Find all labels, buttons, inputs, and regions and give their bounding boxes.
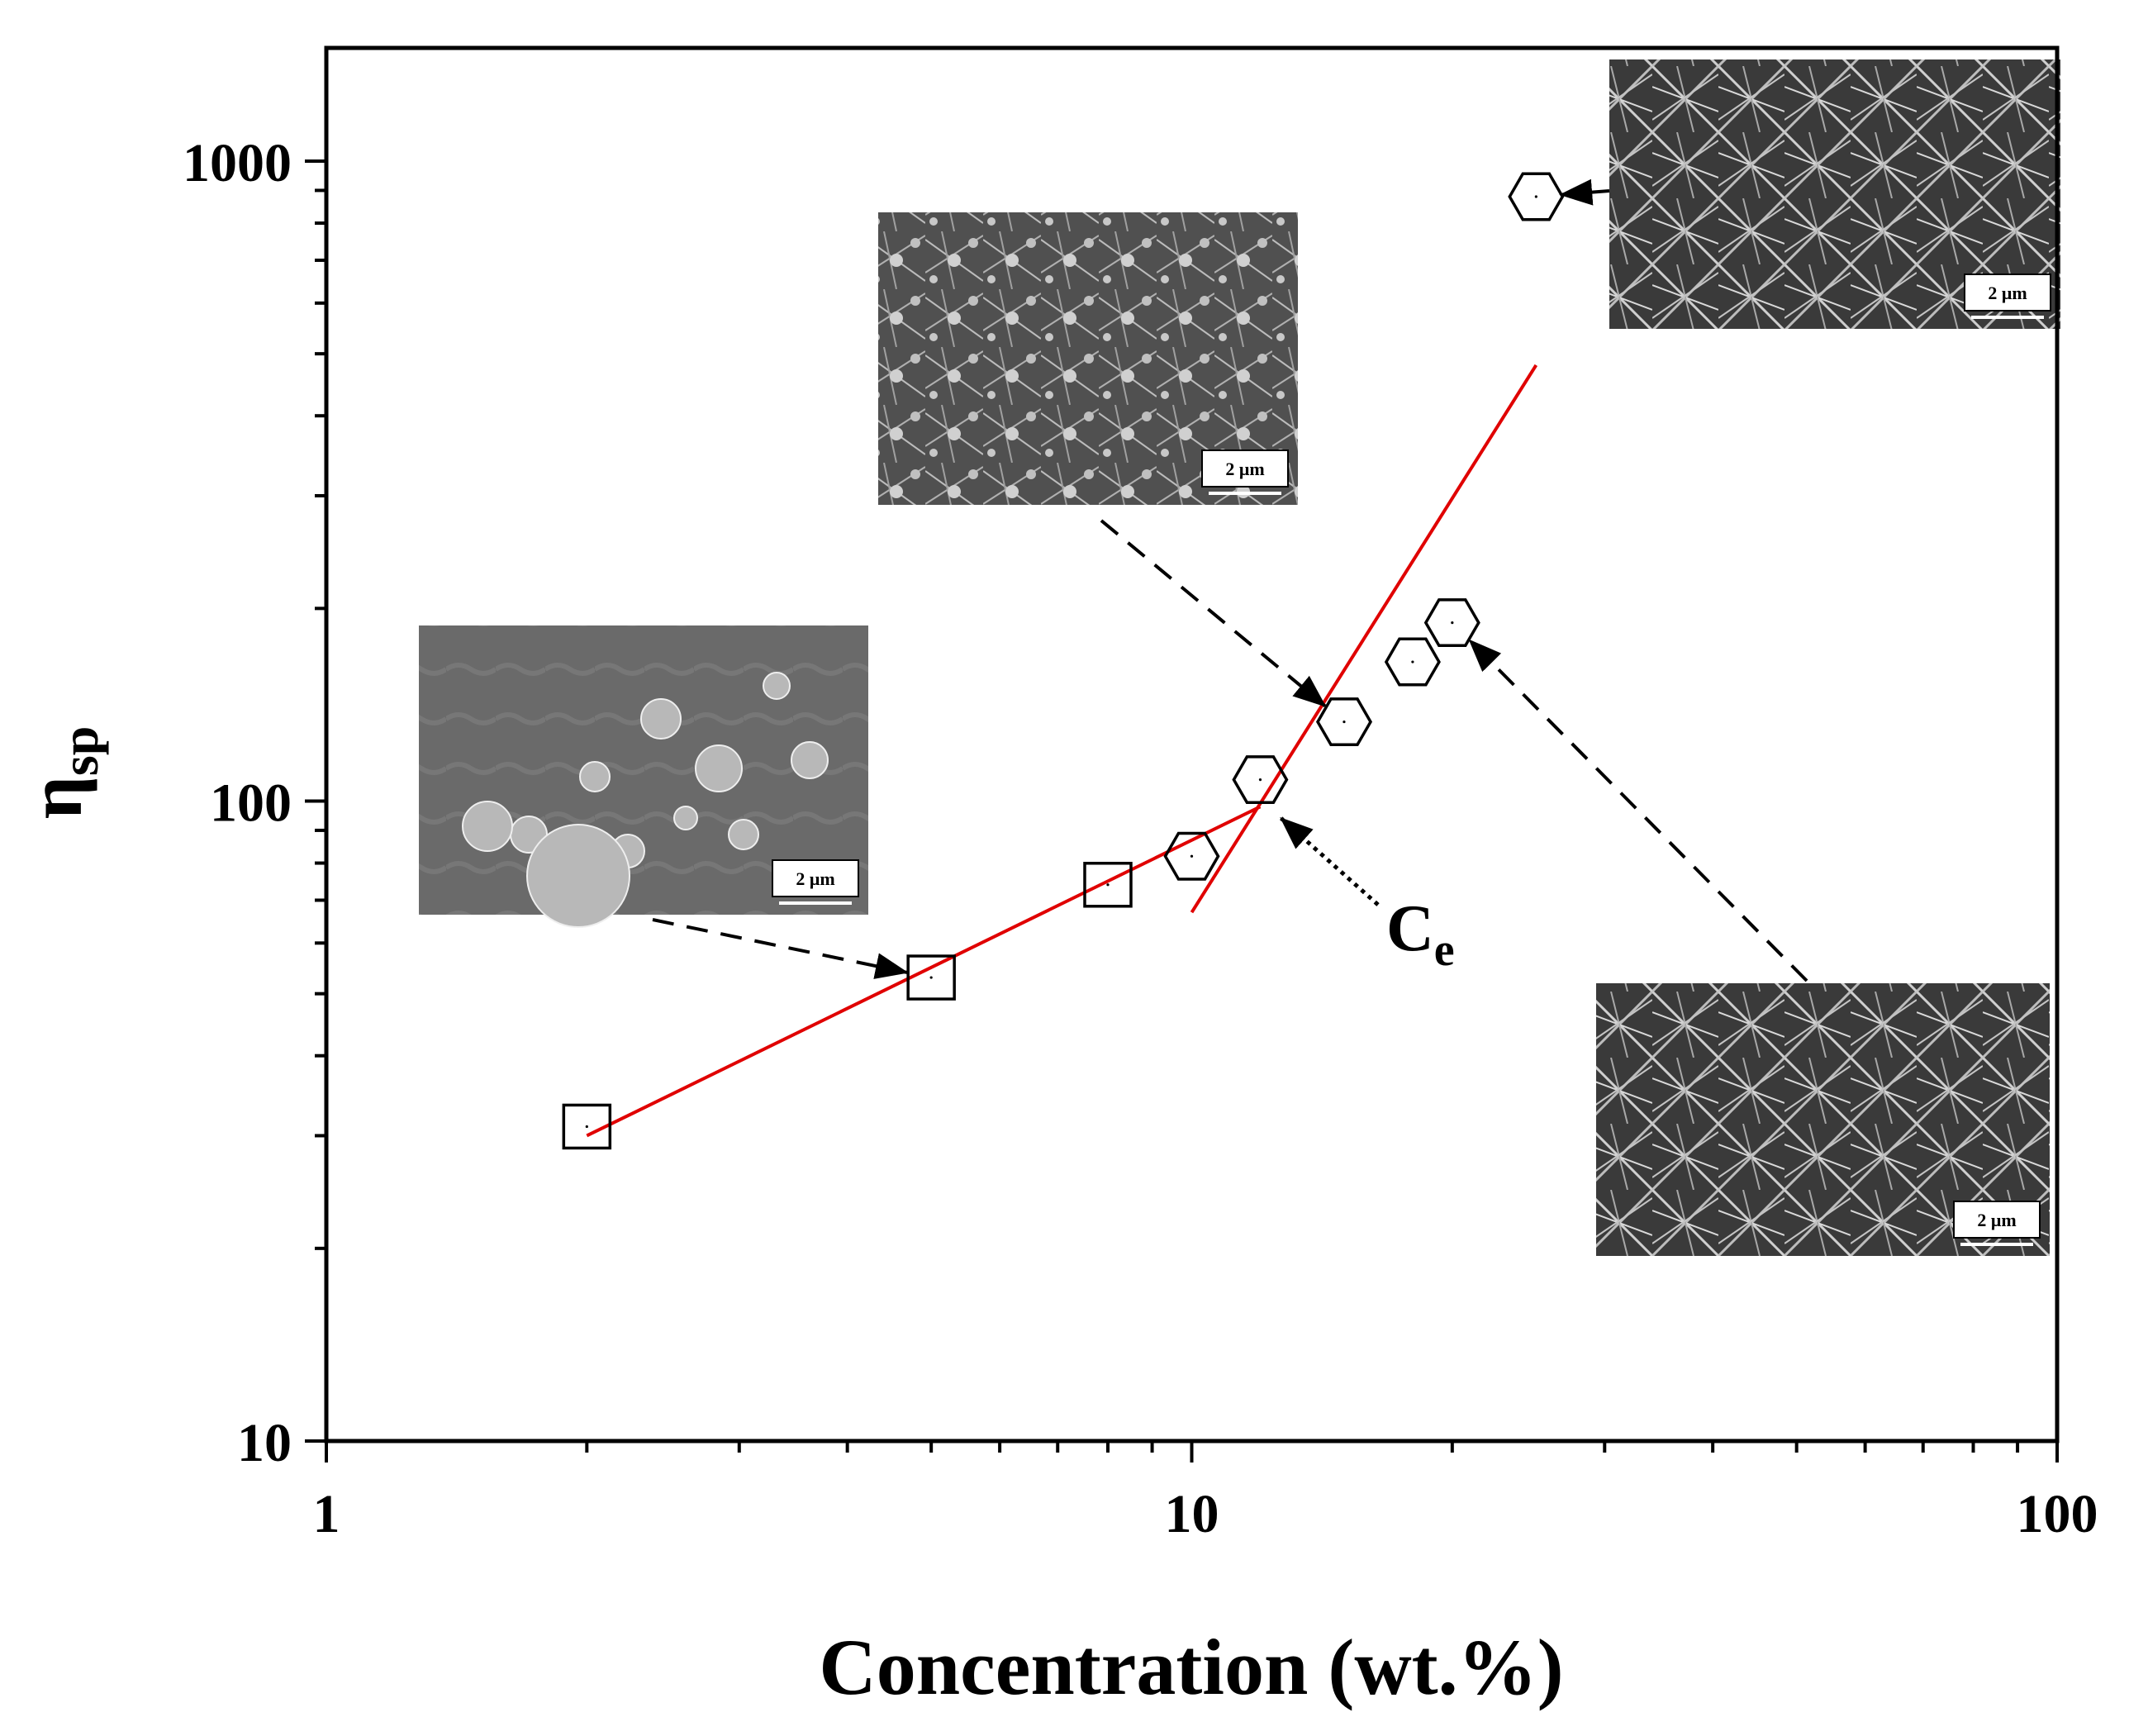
inset-sem-fibers-high: 2 μm (1609, 59, 2060, 329)
marker-center-dot (1106, 883, 1110, 887)
marker-center-dot (1451, 621, 1454, 625)
scale-bar-label: 2 μm (1225, 459, 1264, 479)
x-axis-label: Concentration (wt.%) (819, 1623, 1563, 1711)
hexagon-marker (1315, 697, 1373, 747)
x-tick-label: 100 (2017, 1484, 2098, 1544)
dotted-arrow-ce (1280, 816, 1380, 906)
marker-center-dot (1258, 778, 1262, 782)
ce-annotation-label: Ce (1386, 892, 1455, 976)
sem-bead (791, 741, 829, 779)
square-marker (1083, 862, 1133, 908)
y-axis-label: ηsp (13, 726, 109, 820)
hexagon-marker (1423, 598, 1480, 648)
high-concentration-fit (1190, 364, 1538, 914)
inset-sem-fibers-mid: 2 μm (1596, 983, 2050, 1256)
low-concentration-fit (586, 805, 1262, 1138)
sem-bead (763, 672, 791, 700)
scale-bar-box (1201, 449, 1289, 488)
inset-sem-beads: 2 μm (419, 625, 868, 928)
x-tick-label: 1 (313, 1484, 340, 1544)
scale-bar-label: 2 μm (1977, 1210, 2016, 1230)
axis-ticks (305, 159, 2059, 1463)
hexagon-marker (1232, 755, 1289, 805)
marker-center-dot (585, 1125, 588, 1129)
sem-bead (526, 824, 630, 928)
marker-center-dot (1190, 854, 1194, 858)
sem-bead (695, 744, 743, 792)
sem-bead (579, 761, 611, 792)
scale-bar-label: 2 μm (796, 868, 834, 889)
dashed-arrow-sem-fibers-mid (1468, 639, 1808, 982)
sem-bead (640, 698, 682, 740)
inset-sem-beaded-fibers: 2 μm (878, 212, 1298, 505)
scale-bar-box (1953, 1201, 2041, 1239)
scale-bar-box (772, 859, 859, 897)
marker-center-dot (1534, 195, 1537, 198)
hexagon-marker (1508, 172, 1565, 221)
sem-bead (728, 819, 759, 850)
marker-center-dot (929, 976, 933, 979)
y-tick-label: 100 (210, 773, 292, 834)
scale-bar-box (1964, 273, 2051, 312)
y-tick-label: 1000 (183, 133, 292, 193)
hexagon-marker (1163, 831, 1220, 881)
scale-bar-label: 2 μm (1988, 283, 2027, 303)
x-tick-label: 10 (1165, 1484, 1219, 1544)
dashed-arrow-sem-beads (652, 918, 909, 979)
square-marker (562, 1103, 612, 1150)
dashed-arrow-sem-fibers-high (1559, 178, 1610, 206)
dashed-arrow-sem-beaded-fibers (1100, 519, 1327, 707)
marker-center-dot (1411, 660, 1414, 663)
marker-center-dot (1342, 720, 1346, 724)
sem-bead (462, 801, 513, 852)
sem-bead (673, 806, 698, 830)
hexagon-marker (1384, 637, 1441, 687)
y-tick-label: 10 (237, 1413, 292, 1473)
